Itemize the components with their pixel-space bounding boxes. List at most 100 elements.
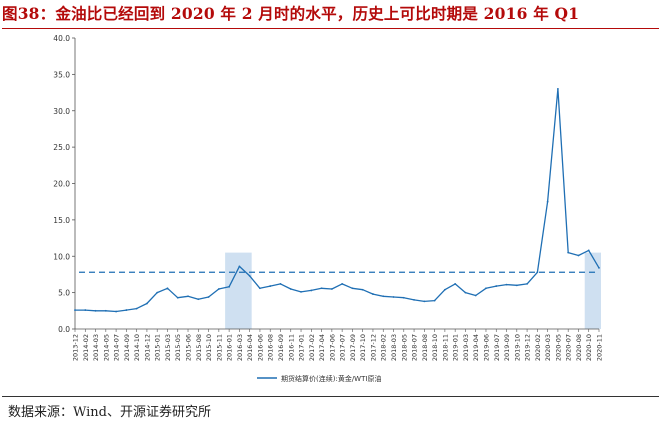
x-tick-label: 2015-08 — [195, 334, 203, 361]
data-point — [526, 282, 528, 285]
x-tick-label: 2014-10 — [133, 334, 141, 361]
y-tick-layer: 0.0 5.0 10.0 15.0 20.0 25.0 30.0 35.0 40.0 — [53, 34, 75, 334]
x-tick-label: 2017-06 — [328, 334, 336, 361]
x-tick-label: 2019-01 — [452, 334, 460, 361]
data-point — [248, 274, 251, 277]
data-point — [238, 265, 241, 268]
data-point — [485, 287, 487, 290]
x-tick-label: 2015-01 — [154, 334, 162, 361]
data-point — [351, 287, 354, 290]
data-point — [176, 296, 179, 299]
data-point — [259, 287, 261, 290]
series-line-1 — [75, 88, 600, 313]
data-point — [156, 291, 159, 294]
data-point — [577, 254, 580, 257]
y-tick-label: 5.0 — [58, 289, 70, 298]
x-tick-label: 2020-02 — [534, 334, 542, 361]
x-tick-label: 2015-11 — [215, 334, 223, 361]
x-tick-label: 2019-07 — [493, 334, 501, 361]
data-point — [567, 251, 570, 254]
x-tick-label: 2014-05 — [102, 334, 110, 361]
data-point — [217, 288, 220, 290]
x-tick-label: 2017-10 — [359, 334, 367, 361]
x-tick-label: 2017-02 — [308, 334, 316, 361]
data-point — [94, 309, 97, 312]
x-tick-label: 2014-03 — [92, 334, 100, 361]
data-point — [135, 307, 138, 310]
data-point — [402, 296, 405, 299]
data-point — [320, 287, 323, 290]
x-tick-label: 2018-10 — [431, 334, 439, 361]
x-tick-label: 2016-03 — [236, 334, 244, 361]
data-point — [495, 285, 498, 287]
x-tick-label: 2020-05 — [554, 334, 562, 361]
data-point — [166, 287, 169, 290]
x-tick-label: 2019-06 — [482, 334, 490, 361]
data-point — [505, 283, 508, 286]
x-tick-label: 2016-01 — [226, 334, 234, 361]
x-tick-label: 2020-07 — [565, 334, 573, 361]
data-point — [598, 266, 600, 269]
x-tick-label: 2017-12 — [369, 334, 377, 361]
x-tick-layer: 2013-12 2014-02 2014-03 2014-05 2014-07 2014-… — [72, 329, 604, 361]
data-point — [74, 309, 76, 311]
highlight-layer — [225, 252, 601, 329]
data-point — [454, 282, 457, 285]
chart: 0.0 5.0 10.0 15.0 20.0 25.0 30.0 35.0 40.0 2013-… — [53, 34, 604, 383]
data-point — [392, 296, 395, 298]
data-point — [269, 285, 272, 287]
data-point — [310, 289, 313, 292]
y-tick-label: 0.0 — [58, 325, 70, 334]
y-tick-label: 10.0 — [53, 252, 70, 261]
x-tick-label: 2016-08 — [267, 334, 275, 361]
data-point — [372, 293, 374, 295]
highlight-band-1 — [225, 252, 252, 329]
y-tick-label: 25.0 — [53, 143, 70, 152]
x-tick-label: 2014-02 — [82, 334, 90, 361]
legend: 期货结算价(连续):黄金/WTI原油 — [257, 374, 381, 383]
data-point — [413, 299, 415, 301]
x-tick-label: 2019-09 — [503, 334, 511, 361]
legend-label: 期货结算价(连续):黄金/WTI原油 — [281, 374, 381, 383]
x-tick-label: 2016-09 — [277, 334, 285, 361]
x-tick-label: 2014-12 — [143, 334, 151, 361]
data-point — [382, 295, 385, 298]
data-point — [546, 200, 549, 203]
title-divider — [2, 28, 659, 29]
y-tick-label: 30.0 — [53, 107, 70, 116]
x-tick-label: 2014-07 — [113, 334, 121, 361]
data-point — [187, 295, 189, 298]
data-point — [104, 309, 107, 312]
y-tick-label: 15.0 — [53, 216, 70, 225]
x-tick-label: 2018-11 — [441, 334, 449, 361]
data-point — [197, 298, 200, 301]
x-tick-label: 2017-01 — [298, 334, 306, 361]
x-tick-label: 2017-07 — [339, 334, 347, 361]
x-tick-label: 2017-09 — [349, 334, 357, 361]
x-tick-label: 2017-04 — [318, 334, 326, 361]
x-tick-label: 2018-05 — [400, 334, 408, 361]
data-point — [115, 310, 117, 313]
x-tick-label: 2013-12 — [72, 334, 80, 361]
x-tick-label: 2016-04 — [246, 334, 254, 361]
data-point — [146, 302, 148, 305]
data-point — [279, 282, 282, 285]
x-tick-label: 2019-12 — [524, 334, 532, 361]
data-point — [361, 288, 364, 291]
x-tick-label: 2020-11 — [596, 334, 604, 361]
data-point — [443, 288, 446, 291]
data-point — [587, 249, 590, 252]
x-tick-label: 2020-03 — [544, 334, 552, 361]
y-tick-label: 40.0 — [53, 34, 70, 43]
data-point — [207, 296, 210, 298]
data-point — [474, 294, 477, 297]
y-tick-label: 35.0 — [53, 70, 70, 79]
data-point — [84, 309, 87, 311]
data-point — [300, 290, 302, 293]
x-tick-label: 2016-11 — [287, 334, 295, 361]
data-point — [289, 288, 292, 290]
data-point — [228, 285, 231, 288]
y-tick-label: 20.0 — [53, 180, 70, 189]
data-point — [536, 271, 539, 274]
x-tick-label: 2018-03 — [390, 334, 398, 361]
